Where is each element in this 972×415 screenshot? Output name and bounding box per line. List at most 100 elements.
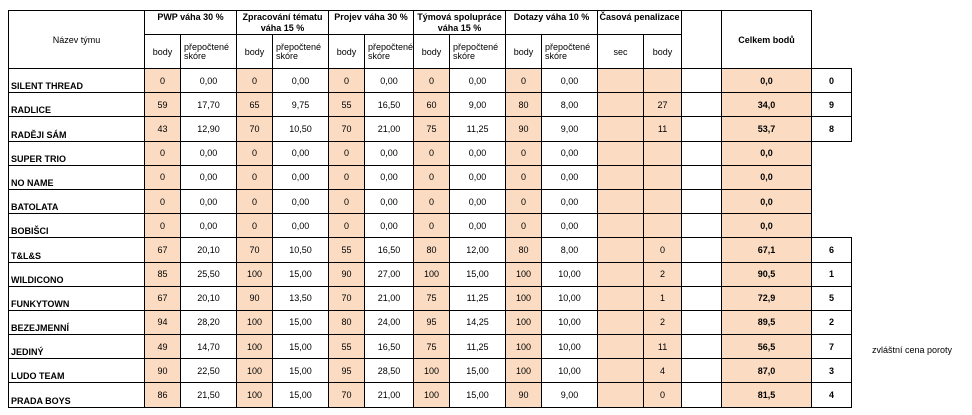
blank-cell-cell <box>681 116 723 142</box>
speech-points-cell: 55 <box>328 334 365 360</box>
rank-cell <box>811 140 852 166</box>
pwp-recalc-cell: 17,70 <box>180 92 237 118</box>
blank-cell-cell <box>681 237 723 263</box>
team-name-cell: FUNKYTOWN <box>8 285 145 311</box>
teamwork-points-cell: 80 <box>413 237 451 263</box>
total-score-cell: 34,0 <box>721 92 813 118</box>
penalty-seconds-cell <box>597 67 645 94</box>
teamwork-points-sub: body <box>413 34 451 69</box>
speech-recalc-cell: 0,00 <box>363 67 415 94</box>
speech-points-cell: 0 <box>328 67 365 94</box>
team-name-header: Název týmu <box>8 10 145 69</box>
penalty-points-cell: 27 <box>643 92 683 118</box>
topic-points-cell: 70 <box>236 237 273 263</box>
pwp-points-cell: 0 <box>144 188 181 215</box>
topic-recalc-sub: přepočtené skóre <box>272 34 329 69</box>
speech-points-cell: 95 <box>328 358 365 384</box>
table-row: PRADA BOYS 86 21,50 100 15,00 70 21,00 100 15,00… <box>8 382 853 408</box>
team-name-cell: SUPER TRIO <box>8 140 145 166</box>
header-row-sub: body přepočtené skóre body přepočtené sk… <box>9 34 852 69</box>
rank-cell <box>812 165 852 189</box>
questions-recalc-cell: 9,00 <box>541 116 599 142</box>
questions-recalc-cell: 9,00 <box>541 382 599 408</box>
pwp-recalc-cell: 20,10 <box>180 285 237 311</box>
topic-recalc-cell: 0,00 <box>272 67 329 94</box>
pwp-recalc-cell: 0,00 <box>180 67 237 94</box>
teamwork-recalc-sub: přepočtené skóre <box>449 34 507 69</box>
questions-points-cell: 100 <box>505 334 543 360</box>
topic-recalc-cell: 13,50 <box>272 285 329 311</box>
teamwork-points-cell: 75 <box>413 334 451 360</box>
questions-points-cell: 100 <box>505 261 543 287</box>
topic-recalc-cell: 15,00 <box>272 261 329 287</box>
pwp-recalc-cell: 20,10 <box>180 237 237 263</box>
pwp-points-cell: 86 <box>144 382 181 408</box>
speech-header: Projev váha 30 % <box>327 10 415 35</box>
penalty-seconds-cell <box>597 140 645 166</box>
pwp-points-cell: 0 <box>144 213 181 239</box>
table-row: RADLICE 59 17,70 65 9,75 55 16,50 60 9,00 80 8,00 2… <box>8 92 853 118</box>
pwp-recalc-cell: 12,90 <box>180 116 237 142</box>
teamwork-recalc-cell: 0,00 <box>449 213 507 239</box>
teamwork-points-cell: 100 <box>413 261 451 287</box>
questions-points-cell: 80 <box>505 92 543 118</box>
speech-recalc-sub: přepočtené skóre <box>363 34 415 69</box>
questions-recalc-cell: 0,00 <box>541 140 599 166</box>
topic-recalc-cell: 15,00 <box>272 309 329 336</box>
speech-recalc-cell: 28,50 <box>363 358 415 384</box>
total-score-cell: 90,5 <box>721 261 813 287</box>
speech-recalc-cell: 0,00 <box>363 188 415 215</box>
total-score-cell: 0,0 <box>721 140 813 166</box>
speech-recalc-cell: 21,00 <box>363 116 415 142</box>
rank-cell: 3 <box>811 358 853 384</box>
speech-points-cell: 70 <box>328 116 365 142</box>
pwp-points-cell: 94 <box>144 309 181 336</box>
total-score-cell: 0,0 <box>721 67 813 94</box>
table-row: RADĚJI SÁM 43 12,90 70 10,50 70 21,00 75 11,25 90… <box>8 116 853 142</box>
rank-cell <box>812 189 852 213</box>
table-row: SUPER TRIO 0 0,00 0 0,00 0 0,00 0 0,00 0 0,00 0,0 <box>8 140 852 166</box>
speech-points-cell: 70 <box>328 285 365 311</box>
speech-recalc-cell: 0,00 <box>363 164 415 190</box>
blank-cell-cell <box>681 188 723 215</box>
questions-points-cell: 100 <box>505 358 543 384</box>
topic-points-cell: 100 <box>236 261 273 287</box>
pwp-points-cell: 67 <box>144 237 181 263</box>
topic-points-cell: 100 <box>236 309 273 336</box>
teamwork-recalc-cell: 11,25 <box>449 285 507 311</box>
team-name-cell: BATOLATA <box>8 188 145 215</box>
questions-recalc-cell: 8,00 <box>541 237 599 263</box>
topic-recalc-cell: 15,00 <box>272 334 329 360</box>
topic-header: Zpracování tématu váha 15 % <box>236 10 329 35</box>
topic-recalc-cell: 0,00 <box>272 164 329 190</box>
table-row: SILENT THREAD 0 0,00 0 0,00 0 0,00 0 0,00 0 0,00 0,… <box>8 67 853 94</box>
questions-points-cell: 0 <box>505 213 543 239</box>
blank-cell-cell <box>681 140 723 166</box>
team-name-cell: NO NAME <box>8 164 145 190</box>
topic-recalc-cell: 0,00 <box>272 140 329 166</box>
speech-points-cell: 0 <box>328 164 365 190</box>
blank-cell-cell <box>681 309 723 336</box>
teamwork-recalc-cell: 0,00 <box>449 140 507 166</box>
teamwork-points-cell: 0 <box>413 140 451 166</box>
penalty-seconds-cell <box>597 116 645 142</box>
blank-cell-cell <box>681 261 723 287</box>
teamwork-recalc-cell: 0,00 <box>449 67 507 94</box>
penalty-points-sub: body <box>643 34 683 69</box>
table-row: NO NAME 0 0,00 0 0,00 0 0,00 0 0,00 0 0,00 0,0 <box>8 164 852 190</box>
penalty-sec-sub: sec <box>597 34 645 69</box>
total-score-cell: 87,0 <box>721 358 813 384</box>
penalty-points-cell: 11 <box>643 116 683 142</box>
speech-recalc-cell: 0,00 <box>363 140 415 166</box>
topic-points-cell: 90 <box>236 285 273 311</box>
pwp-recalc-cell: 0,00 <box>180 213 237 239</box>
penalty-seconds-cell <box>597 164 645 190</box>
speech-recalc-cell: 16,50 <box>363 237 415 263</box>
team-name-cell: BOBIŠCI <box>8 213 145 239</box>
teamwork-recalc-cell: 12,00 <box>449 237 507 263</box>
team-name-cell: SILENT THREAD <box>8 67 145 94</box>
pwp-recalc-cell: 0,00 <box>180 164 237 190</box>
speech-recalc-cell: 0,00 <box>363 213 415 239</box>
questions-header: Dotazy váha 10 % <box>505 10 599 35</box>
